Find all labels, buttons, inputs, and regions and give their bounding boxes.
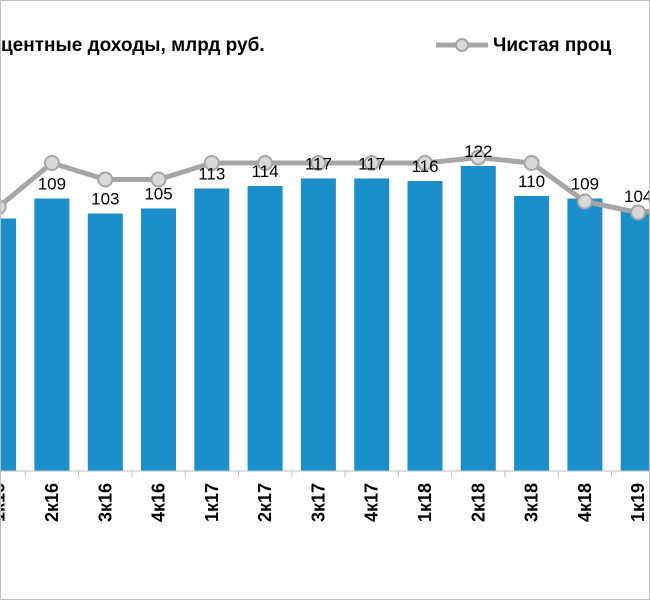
line-point-3к17 bbox=[310, 155, 327, 171]
x-tick-label-4к18: 4к18 bbox=[575, 483, 595, 522]
x-tick-label-2к16: 2к16 bbox=[42, 483, 62, 522]
data-label-1к17: 113 bbox=[198, 165, 225, 184]
bar-4к18 bbox=[567, 198, 603, 471]
data-label-3к16: 103 bbox=[91, 190, 119, 209]
data-label-2к17: 114 bbox=[252, 162, 279, 181]
data-label-4к18: 109 bbox=[571, 175, 599, 194]
x-tick-label-3к17: 3к17 bbox=[308, 483, 328, 522]
x-axis bbox=[1, 470, 649, 477]
data-label-4к17: 117 bbox=[358, 155, 385, 174]
data-labels: 109 103 105 113 114 117 117 116 122 110 109 104 bbox=[38, 142, 650, 209]
bar-1к19 bbox=[620, 211, 649, 471]
bar-2к16 bbox=[34, 198, 70, 471]
bar-2к18 bbox=[460, 166, 496, 471]
margin-line bbox=[1, 155, 649, 215]
line-point-1к17 bbox=[203, 155, 220, 171]
bar-4к16 bbox=[141, 208, 176, 471]
data-label-2к18: 122 bbox=[464, 142, 492, 161]
legend-line-label: Чистая проц bbox=[493, 35, 612, 56]
x-tick-label-4к16: 4к16 bbox=[149, 483, 169, 522]
x-tick-label-3к16: 3к16 bbox=[95, 483, 115, 522]
bar-1к17 bbox=[194, 188, 230, 471]
line-point-4к17 bbox=[363, 155, 380, 171]
x-tick-label-2к17: 2к17 bbox=[255, 483, 275, 522]
bar-2к17 bbox=[247, 186, 283, 471]
line-series bbox=[1, 149, 649, 221]
x-tick-label-4к17: 4к17 bbox=[362, 483, 382, 522]
legend-bar-label: центные доходы, млрд руб. bbox=[1, 35, 265, 56]
x-axis-tick-labels: 1к16 2к16 3к16 4к16 1к17 2к17 3к17 4к17 1к18 2к18… bbox=[1, 483, 648, 522]
bar-series bbox=[1, 166, 649, 471]
bar-1к18 bbox=[407, 181, 443, 471]
data-label-3к18: 110 bbox=[518, 172, 545, 191]
bar-4к17 bbox=[354, 178, 390, 471]
x-tick-label-1к16: 1к16 bbox=[1, 483, 9, 522]
x-tick-label-1к19: 1к19 bbox=[628, 483, 648, 522]
x-tick-label-3к18: 3к18 bbox=[522, 483, 542, 522]
legend-line-marker bbox=[455, 38, 469, 52]
line-point-3к18 bbox=[523, 155, 540, 171]
line-point-4к18 bbox=[576, 193, 593, 210]
line-point-1к19 bbox=[630, 204, 647, 221]
line-point-1к18 bbox=[417, 155, 433, 171]
line-point-4к16 bbox=[150, 171, 167, 188]
line-point-2к17 bbox=[257, 155, 274, 171]
data-label-3к17: 117 bbox=[305, 155, 332, 174]
data-label-1к18: 116 bbox=[411, 157, 438, 176]
data-label-2к16: 109 bbox=[38, 175, 66, 194]
data-label-4к16: 105 bbox=[144, 185, 172, 204]
x-tick-label-1к18: 1к18 bbox=[415, 483, 435, 522]
x-tick-label-1к17: 1к17 bbox=[202, 483, 222, 522]
bar-3к17 bbox=[300, 178, 336, 471]
data-label-1к19: 104 bbox=[624, 187, 650, 206]
line-point-2к18 bbox=[470, 149, 487, 166]
x-tick-label-2к18: 2к18 bbox=[468, 483, 488, 522]
bar-1к16 bbox=[1, 218, 17, 471]
line-point-2к16 bbox=[43, 155, 60, 171]
bar-3к18 bbox=[514, 196, 550, 471]
line-point-3к16 bbox=[97, 171, 114, 188]
line-point-1к16 bbox=[1, 199, 7, 215]
bar-3к16 bbox=[87, 213, 123, 471]
legend: центные доходы, млрд руб. Чистая проц bbox=[1, 35, 612, 56]
